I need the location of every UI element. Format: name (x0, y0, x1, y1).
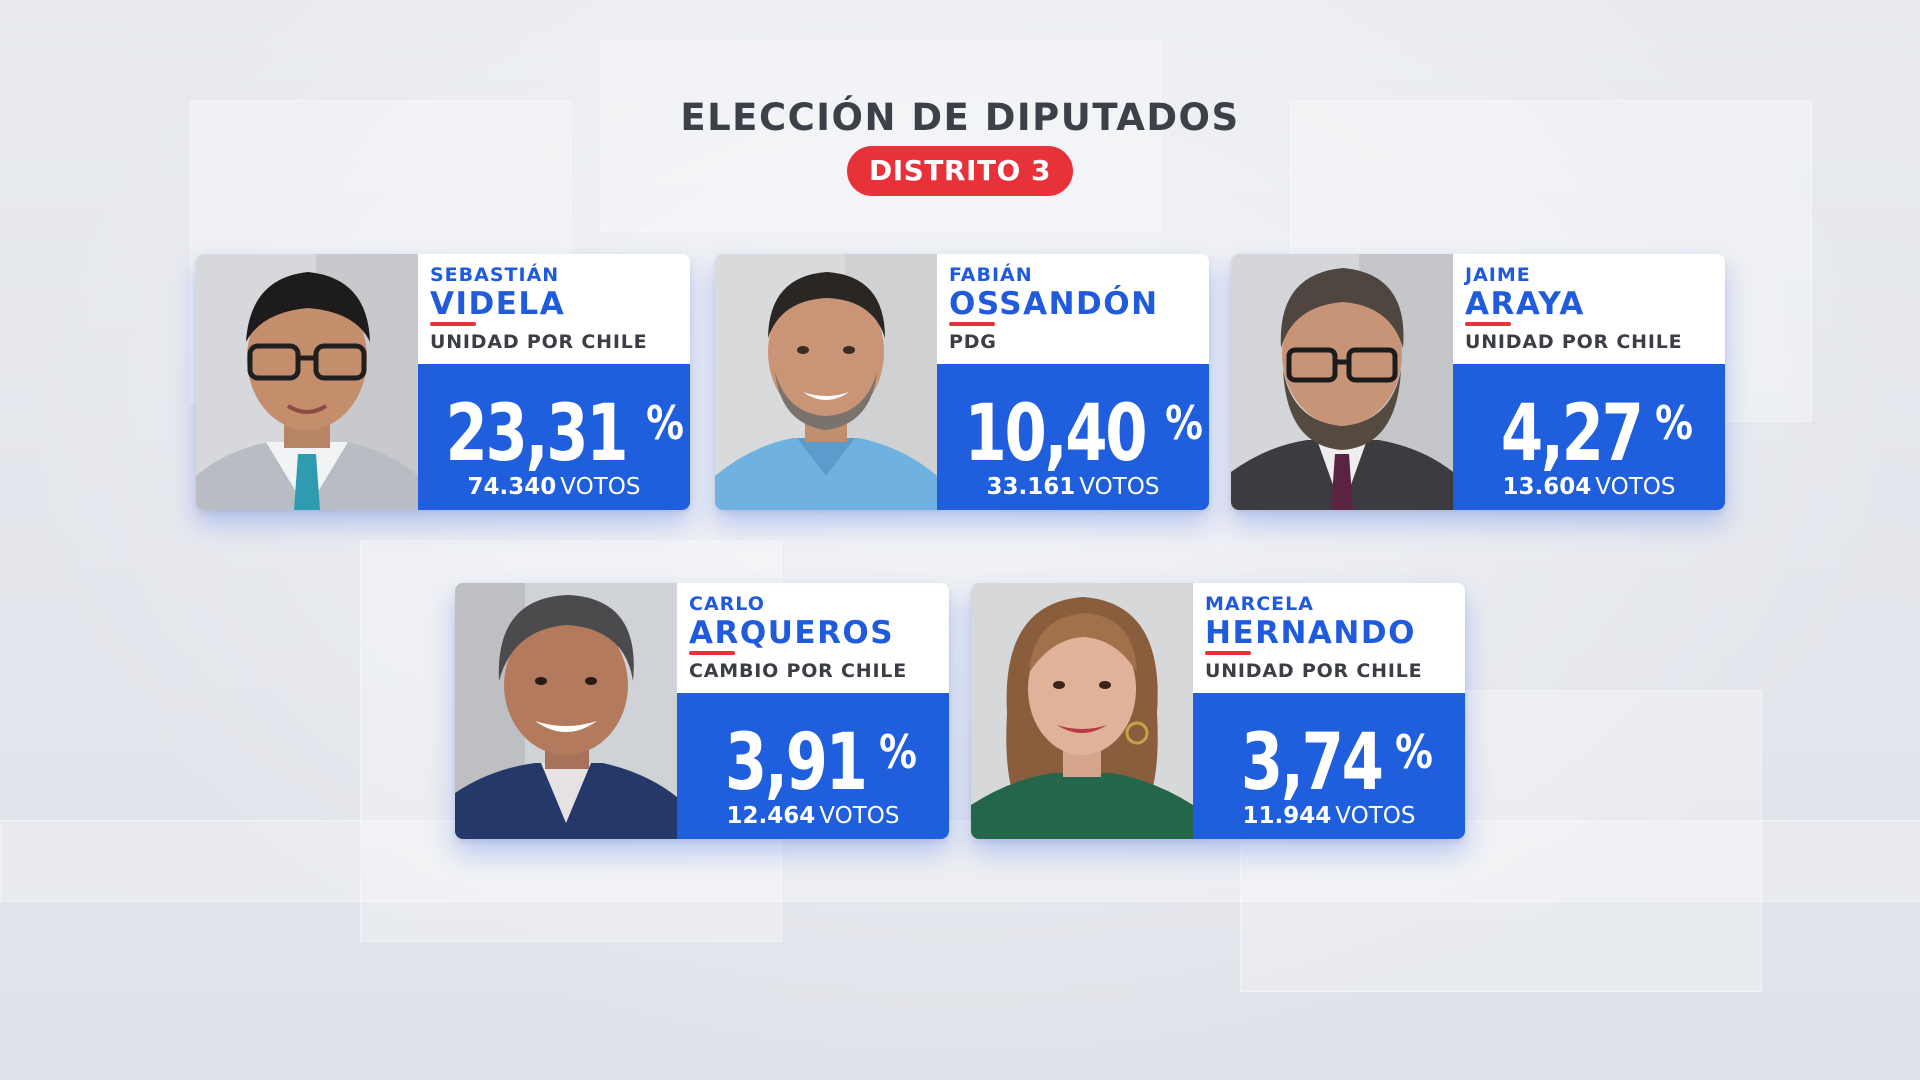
result-block: 3,91% 12.464 VOTOS (677, 693, 949, 839)
man-gray-hair-portrait (455, 583, 677, 839)
red-underline (689, 651, 735, 655)
vote-percentage: 3,91 (724, 718, 868, 808)
candidate-card: JAIME ARAYA UNIDAD POR CHILE 4,27% 13.60… (1231, 254, 1725, 510)
percent-row: 23,31% (418, 364, 690, 479)
candidate-party: UNIDAD POR CHILE (1205, 660, 1423, 682)
vote-count: 13.604 (1502, 474, 1592, 500)
red-underline (430, 322, 476, 326)
background-panel (600, 40, 1162, 232)
result-block: 10,40% 33.161 VOTOS (937, 364, 1209, 510)
red-underline (949, 322, 995, 326)
percent-row: 4,27% (1453, 364, 1725, 479)
name-block: MARCELA HERNANDO UNIDAD POR CHILE (1193, 583, 1465, 693)
man-with-beard-portrait (1231, 254, 1453, 510)
vote-percentage: 23,31 (445, 389, 629, 479)
percent-sign: % (879, 725, 918, 779)
candidate-party: CAMBIO POR CHILE (689, 660, 907, 682)
candidate-first-name: JAIME (1465, 264, 1531, 286)
votes-row: 74.340 VOTOS (418, 472, 690, 502)
result-block: 4,27% 13.604 VOTOS (1453, 364, 1725, 510)
header: ELECCIÓN DE DIPUTADOS DISTRITO 3 (0, 96, 1920, 196)
vote-percentage: 3,74 (1240, 718, 1384, 808)
votes-label: VOTOS (1335, 803, 1416, 829)
name-block: FABIÁN OSSANDÓN PDG (937, 254, 1209, 364)
candidate-last-name: ARQUEROS (689, 615, 895, 651)
votes-label: VOTOS (1595, 474, 1676, 500)
percent-row: 3,74% (1193, 693, 1465, 808)
candidate-card: MARCELA HERNANDO UNIDAD POR CHILE 3,74% … (971, 583, 1465, 839)
man-with-glasses-portrait (196, 254, 418, 510)
candidate-photo (196, 254, 418, 510)
candidate-last-name: ARAYA (1465, 286, 1585, 322)
district-badge: DISTRITO 3 (846, 146, 1074, 196)
name-block: SEBASTIÁN VIDELA UNIDAD POR CHILE (418, 254, 690, 364)
woman-portrait (971, 583, 1193, 839)
background-panel (0, 820, 1920, 902)
vote-percentage: 10,40 (964, 389, 1148, 479)
votes-label: VOTOS (1079, 474, 1160, 500)
percent-sign: % (1164, 396, 1203, 450)
candidate-last-name: VIDELA (430, 286, 566, 322)
result-block: 3,74% 11.944 VOTOS (1193, 693, 1465, 839)
votes-row: 12.464 VOTOS (677, 801, 949, 831)
candidate-info: JAIME ARAYA UNIDAD POR CHILE 4,27% 13.60… (1453, 254, 1725, 510)
red-underline (1465, 322, 1511, 326)
vote-count: 11.944 (1242, 803, 1332, 829)
candidate-card: SEBASTIÁN VIDELA UNIDAD POR CHILE 23,31%… (196, 254, 690, 510)
percent-row: 3,91% (677, 693, 949, 808)
votes-row: 13.604 VOTOS (1453, 472, 1725, 502)
percent-sign: % (645, 396, 684, 450)
candidate-info: CARLO ARQUEROS CAMBIO POR CHILE 3,91% 12… (677, 583, 949, 839)
votes-row: 11.944 VOTOS (1193, 801, 1465, 831)
vote-count: 74.340 (467, 474, 557, 500)
candidate-first-name: CARLO (689, 593, 765, 615)
red-underline (1205, 651, 1251, 655)
candidate-party: UNIDAD POR CHILE (1465, 331, 1683, 353)
candidate-last-name: HERNANDO (1205, 615, 1416, 651)
candidate-info: FABIÁN OSSANDÓN PDG 10,40% 33.161 VOTOS (937, 254, 1209, 510)
candidate-photo (971, 583, 1193, 839)
candidate-party: PDG (949, 331, 997, 353)
votes-label: VOTOS (819, 803, 900, 829)
candidate-card: FABIÁN OSSANDÓN PDG 10,40% 33.161 VOTOS (715, 254, 1209, 510)
candidate-info: MARCELA HERNANDO UNIDAD POR CHILE 3,74% … (1193, 583, 1465, 839)
result-block: 23,31% 74.340 VOTOS (418, 364, 690, 510)
candidate-first-name: SEBASTIÁN (430, 264, 560, 286)
candidate-photo (1231, 254, 1453, 510)
vote-percentage: 4,27 (1500, 389, 1644, 479)
vote-count: 12.464 (726, 803, 816, 829)
name-block: JAIME ARAYA UNIDAD POR CHILE (1453, 254, 1725, 364)
candidate-first-name: FABIÁN (949, 264, 1033, 286)
percent-sign: % (1395, 725, 1434, 779)
candidate-last-name: OSSANDÓN (949, 286, 1159, 322)
votes-label: VOTOS (560, 474, 641, 500)
name-block: CARLO ARQUEROS CAMBIO POR CHILE (677, 583, 949, 693)
candidate-card: CARLO ARQUEROS CAMBIO POR CHILE 3,91% 12… (455, 583, 949, 839)
candidate-photo (455, 583, 677, 839)
candidate-party: UNIDAD POR CHILE (430, 331, 648, 353)
percent-row: 10,40% (937, 364, 1209, 479)
vote-count: 33.161 (986, 474, 1076, 500)
candidate-photo (715, 254, 937, 510)
page-title: ELECCIÓN DE DIPUTADOS (680, 96, 1240, 139)
candidate-first-name: MARCELA (1205, 593, 1314, 615)
candidate-info: SEBASTIÁN VIDELA UNIDAD POR CHILE 23,31%… (418, 254, 690, 510)
percent-sign: % (1655, 396, 1694, 450)
man-smiling-portrait (715, 254, 937, 510)
votes-row: 33.161 VOTOS (937, 472, 1209, 502)
